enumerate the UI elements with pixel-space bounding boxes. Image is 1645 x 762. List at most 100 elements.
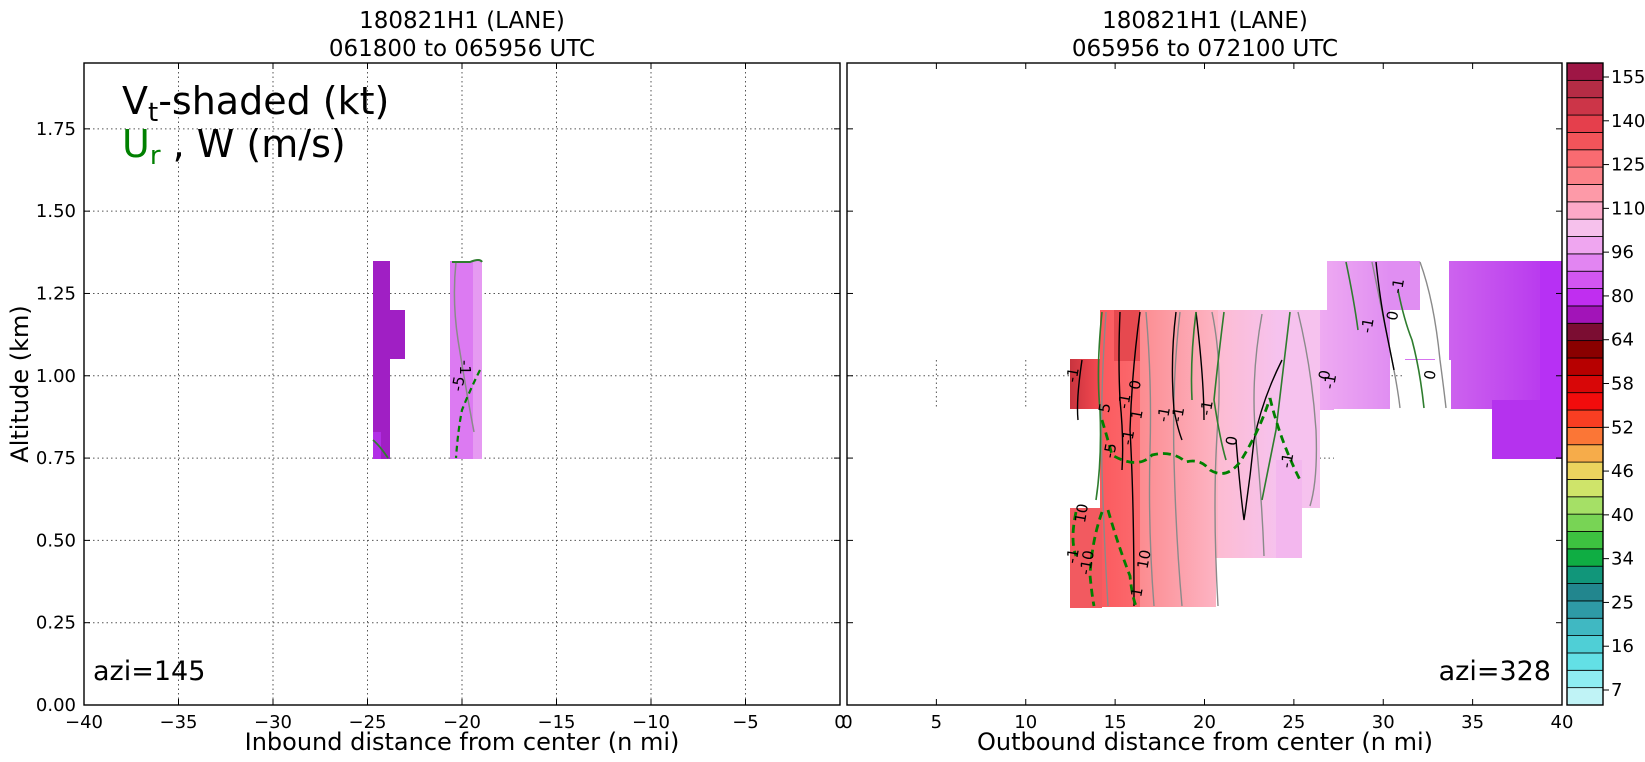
right-mask-top-left — [847, 260, 1327, 310]
right-title-line2: 065956 to 072100 UTC — [1072, 36, 1338, 62]
contour-label: 5 — [1095, 402, 1114, 415]
colorbar-band — [1566, 184, 1604, 203]
left-cell-inner-b — [389, 310, 405, 359]
colorbar-label: 40 — [1611, 505, 1634, 526]
colorbar-label: 96 — [1611, 242, 1634, 263]
x-tick-label: −10 — [632, 712, 670, 733]
colorbar-label: 52 — [1611, 417, 1634, 438]
x-tick-label: −5 — [732, 712, 759, 733]
contour-label: 1 — [1127, 408, 1146, 421]
colorbar-band — [1566, 253, 1604, 272]
contour-label: -1 — [1277, 452, 1297, 470]
colorbar-band — [1566, 479, 1604, 498]
colorbar-band — [1566, 201, 1604, 220]
contour-label: 0 — [1222, 434, 1241, 447]
y-tick-label: 1.75 — [36, 119, 76, 140]
left-contour-label-a: -1 — [456, 360, 474, 375]
contour-label: -1 — [1154, 405, 1174, 423]
legend-ur-sub: r — [150, 141, 161, 171]
y-tick-label: 0.75 — [36, 448, 76, 469]
legend-vt-rest: -shaded (kt) — [158, 79, 389, 123]
left-xlabel: Inbound distance from center (n mi) — [245, 728, 680, 756]
contour-label: 1 — [1127, 586, 1146, 599]
colorbar-label: 25 — [1611, 592, 1634, 613]
right-mask-bottom — [847, 607, 1562, 705]
left-contour-gray-b — [453, 261, 475, 433]
right-azimuth-label: azi=328 — [1439, 656, 1551, 687]
left-ylabel: Altitude (km) — [6, 305, 34, 462]
colorbar-band — [1566, 132, 1604, 151]
colorbar-label: 34 — [1611, 549, 1634, 570]
left-ticks: −40 −35 −30 −25 −20 −15 −10 −5 0 0.00 0.25 0.50 0.75… — [36, 63, 846, 733]
colorbar-band — [1566, 357, 1604, 376]
contour-label: -1 — [1197, 399, 1217, 417]
colorbar-band — [1566, 652, 1604, 671]
right-field-c — [1140, 310, 1220, 610]
y-tick-label: 1.00 — [36, 366, 76, 387]
colorbar-band — [1566, 392, 1604, 411]
colorbar-band — [1566, 288, 1604, 307]
right-mask-upper-left — [847, 63, 1562, 261]
contour-label: 0 — [1315, 369, 1334, 382]
right-field-e2 — [1390, 261, 1420, 310]
colorbar-band — [1566, 79, 1604, 99]
x-tick-label: 0 — [841, 712, 852, 733]
contour-label: -1 — [1118, 429, 1138, 447]
colorbar-band — [1566, 513, 1604, 532]
colorbar-band — [1566, 531, 1604, 550]
colorbar-band — [1566, 496, 1604, 515]
right-mask-right-mid — [1334, 459, 1562, 509]
right-mask-lower-right — [1302, 508, 1562, 559]
x-tick-label: −30 — [254, 712, 292, 733]
x-tick-label: 5 — [931, 712, 942, 733]
left-contour-label-b: -5 — [448, 375, 468, 393]
right-xlabel: Outbound distance from center (n mi) — [977, 728, 1433, 756]
legend-vt-main: V — [122, 79, 148, 123]
x-tick-label: 10 — [1014, 712, 1037, 733]
colorbar-label: 110 — [1611, 198, 1645, 219]
colorbar-label: 46 — [1611, 461, 1634, 482]
right-field-d — [1218, 310, 1278, 558]
left-cell-outer-edge — [473, 261, 482, 459]
colorbar-band — [1566, 374, 1604, 394]
colorbar-label: 16 — [1611, 636, 1634, 657]
contour-label: -1 — [1388, 277, 1408, 295]
right-mask-right-upper — [1334, 409, 1492, 460]
colorbar-band — [1566, 149, 1604, 168]
right-mask-gap-right — [1420, 260, 1449, 310]
left-title-line1: 180821H1 (LANE) — [359, 8, 565, 34]
colorbar-band — [1566, 270, 1604, 289]
colorbar-band — [1566, 565, 1604, 584]
y-tick-label: 0.50 — [36, 530, 76, 551]
right-ticks: 0 5 10 15 20 25 30 35 40 — [841, 63, 1573, 733]
colorbar-band — [1566, 444, 1604, 463]
legend-ur-rest: , W (m/s) — [161, 122, 346, 166]
colorbar-band — [1566, 322, 1604, 342]
colorbar-bands — [1566, 62, 1604, 706]
colorbar-band — [1566, 669, 1604, 689]
contour-label: 0 — [1383, 309, 1402, 322]
colorbar-band — [1566, 62, 1604, 81]
y-tick-label: 0.00 — [36, 695, 76, 716]
contour-label: -1 — [1114, 392, 1134, 410]
x-tick-label: 25 — [1282, 712, 1305, 733]
left-azimuth-label: azi=145 — [93, 656, 205, 687]
colorbar-band — [1566, 340, 1604, 359]
contour-label: -1 — [1063, 547, 1083, 565]
colorbar-band — [1566, 548, 1604, 567]
colorbar-labels: 7 16 25 34 40 46 52 58 64 80 96 110 125 140 155 — [1603, 67, 1645, 701]
right-mask-mid-left — [847, 309, 1070, 360]
contour-label: -1 — [1063, 366, 1083, 384]
x-tick-label: −40 — [65, 712, 103, 733]
colorbar-band — [1566, 114, 1604, 133]
colorbar-band — [1566, 583, 1604, 602]
y-tick-label: 1.25 — [36, 283, 76, 304]
left-panel: 180821H1 (LANE) 061800 to 065956 UTC -1 … — [6, 8, 846, 756]
right-mask-left-band — [1070, 409, 1100, 509]
colorbar-band — [1566, 305, 1604, 324]
colorbar-band — [1566, 617, 1604, 636]
y-tick-label: 0.25 — [36, 613, 76, 634]
